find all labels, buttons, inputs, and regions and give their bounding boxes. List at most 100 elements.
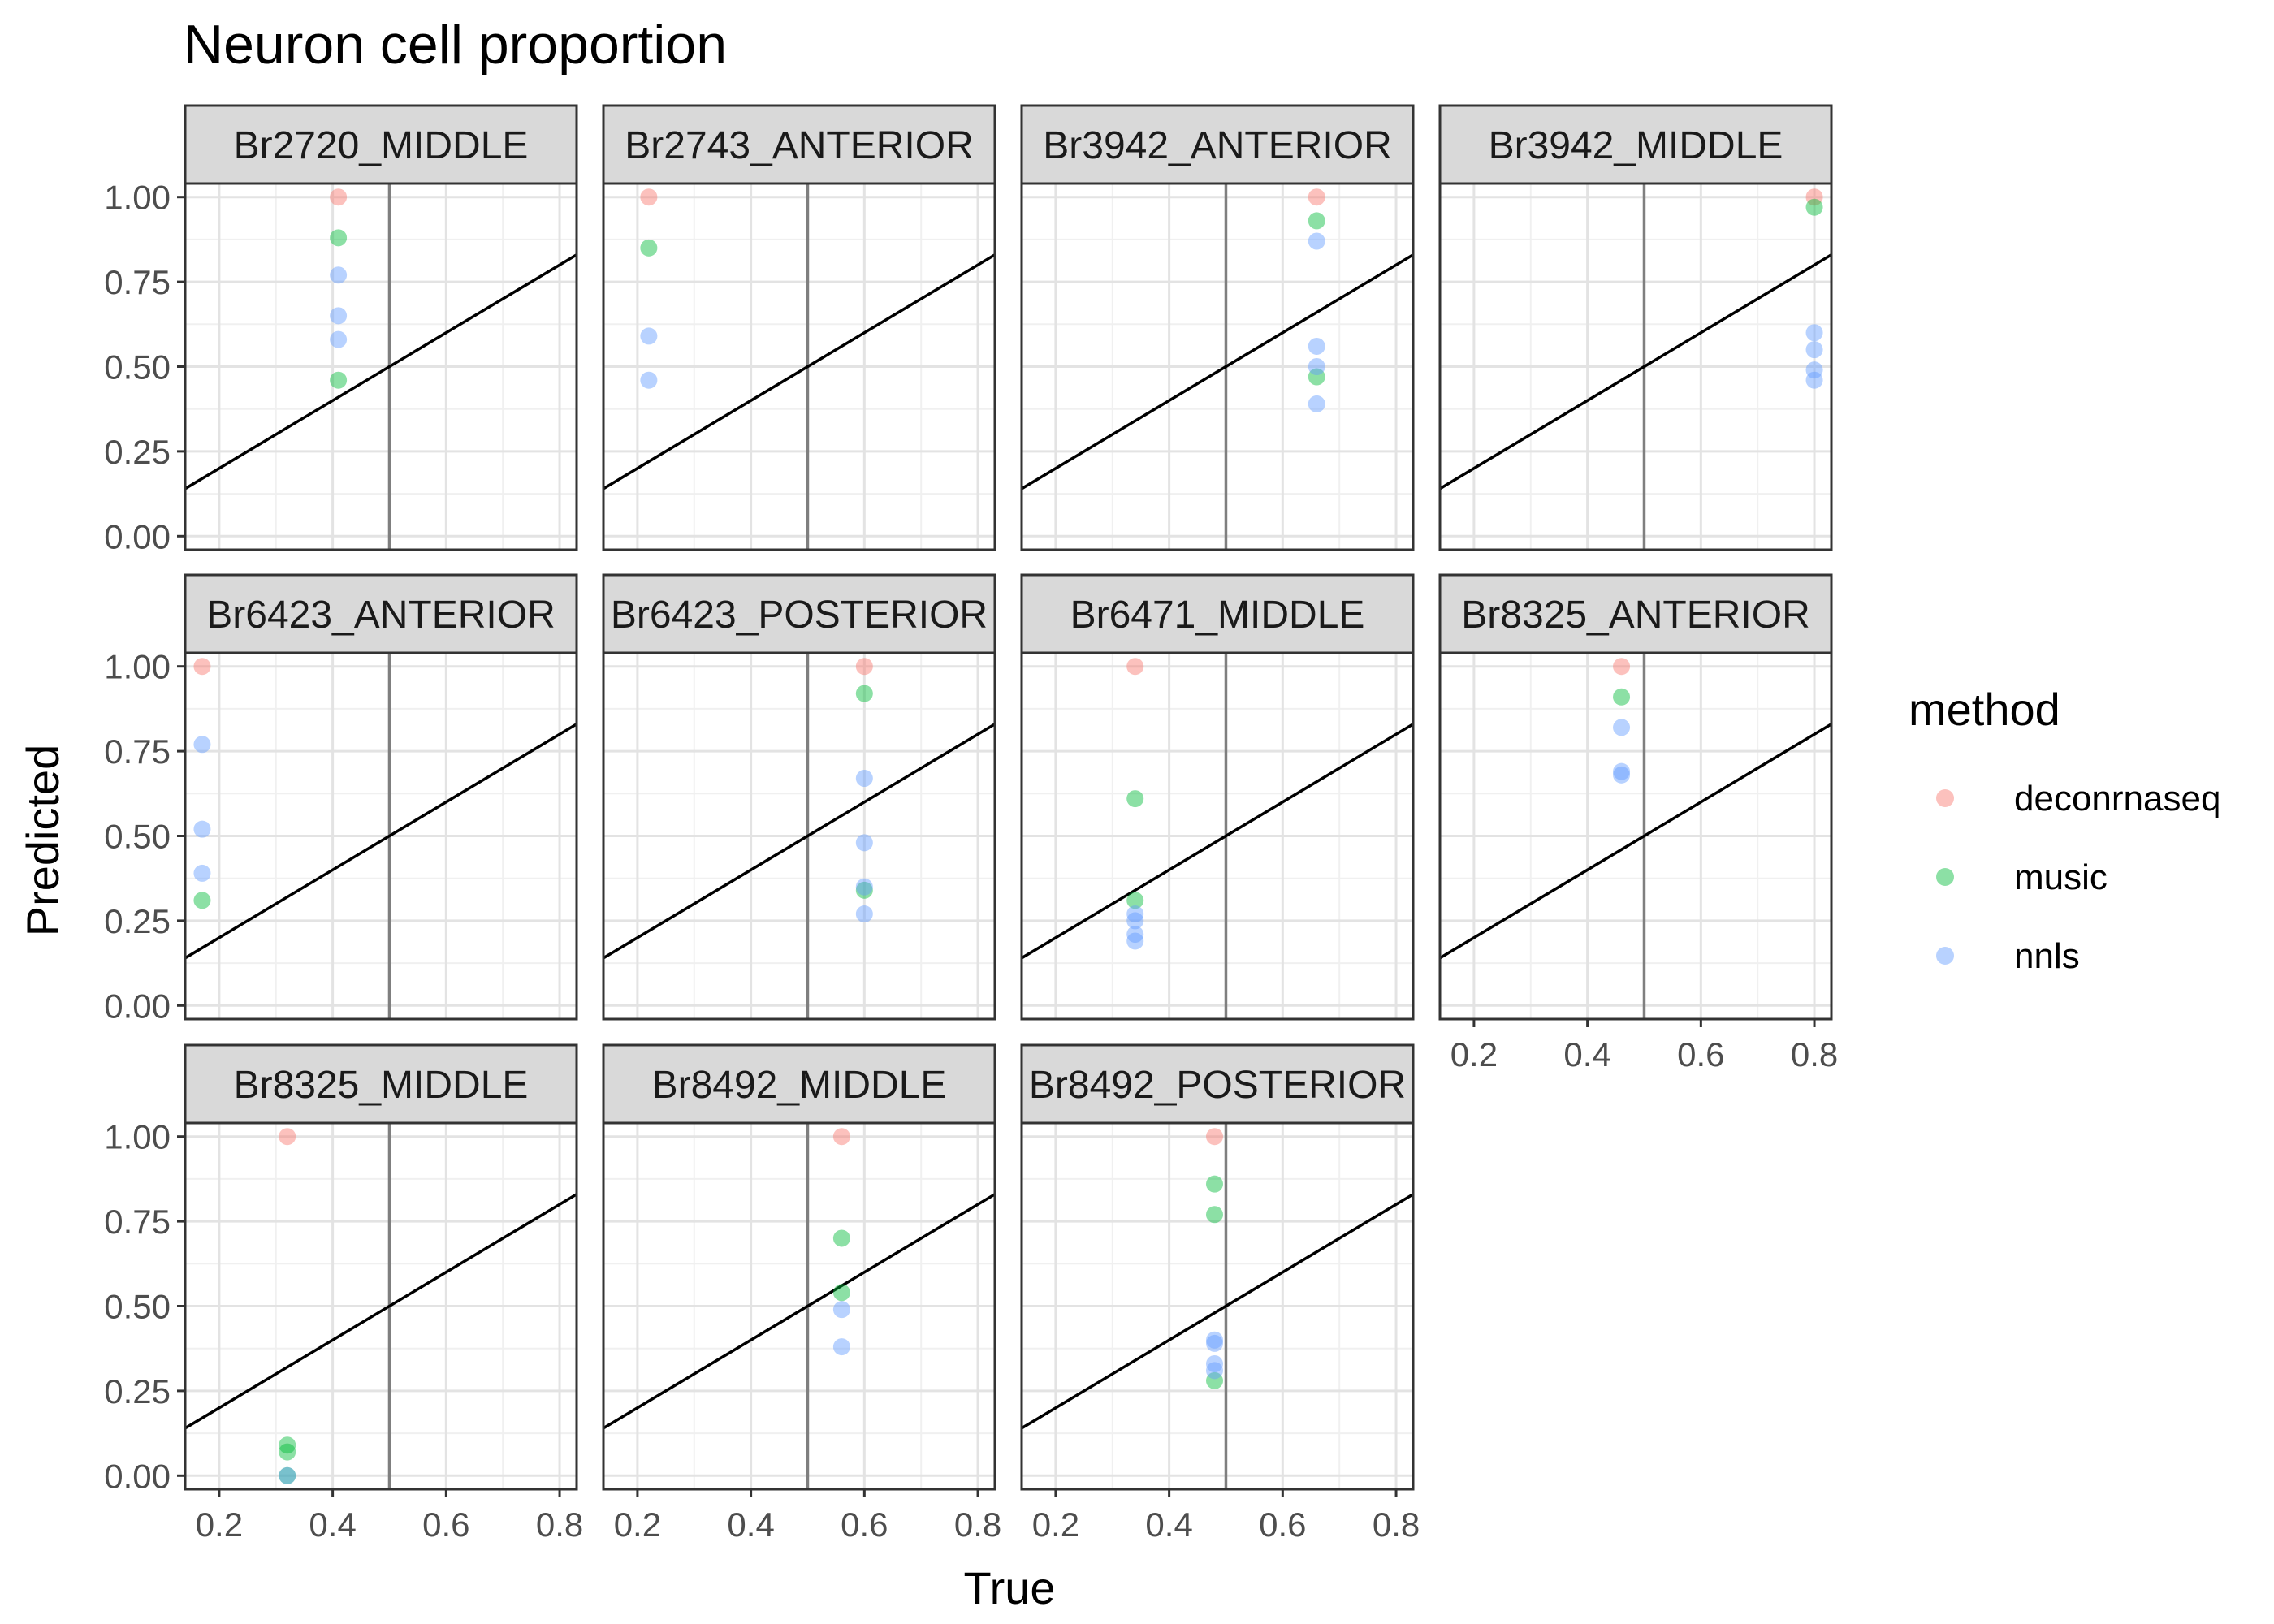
data-point-music [330, 371, 348, 389]
data-point-deconrnaseq [1206, 1128, 1224, 1146]
panel-border [602, 651, 996, 1021]
identity-line [603, 1193, 995, 1430]
data-point-nnls [1206, 1362, 1224, 1380]
plot-area [1440, 184, 1831, 550]
plot-area [185, 653, 577, 1019]
data-point-nnls [1805, 371, 1823, 389]
y-tick-label: 0.50 [104, 818, 171, 856]
data-point-nnls [193, 864, 211, 882]
panel-border [1020, 1121, 1415, 1491]
data-point-nnls [1308, 232, 1325, 250]
data-point-nnls [1805, 324, 1823, 342]
x-tick-label: 0.4 [1145, 1505, 1192, 1544]
facet-label: Br8325_ANTERIOR [1461, 594, 1810, 637]
data-point-music [855, 881, 873, 899]
plot-area [1022, 653, 1413, 1019]
facet-label: Br8492_POSTERIOR [1029, 1064, 1406, 1107]
facet-panel: Br8325_ANTERIOR 0.2 0.4 0.6 0.8 [1438, 573, 1838, 1073]
data-point-music [832, 1284, 850, 1302]
legend-label: music [2014, 857, 2108, 897]
facet-panel: Br2743_ANTERIOR [602, 104, 996, 551]
data-point-nnls [330, 330, 348, 348]
data-point-nnls [855, 770, 873, 788]
facet-panel: Br6423_ANTERIOR 0.00 0.25 0.50 0.75 1.00 [104, 573, 578, 1025]
panel-border [602, 1121, 996, 1491]
plot-area [1022, 1123, 1413, 1489]
data-point-music [193, 892, 211, 909]
plot-area [603, 184, 995, 550]
data-point-deconrnaseq [279, 1128, 296, 1146]
data-point-nnls [330, 266, 348, 284]
data-point-nnls [1805, 341, 1823, 359]
legend-label: deconrnaseq [2014, 779, 2220, 818]
chart-title: Neuron cell proportion [184, 14, 727, 76]
plot-area [1022, 184, 1413, 550]
facet-panel: Br3942_ANTERIOR [1020, 104, 1415, 551]
y-tick-label: 0.00 [104, 987, 171, 1025]
data-point-nnls [640, 327, 658, 345]
x-tick-label: 0.4 [727, 1505, 774, 1544]
y-axis-label: Predicted [17, 745, 68, 937]
legend-item-nnls: nnls [1936, 936, 2080, 976]
facet-strip [602, 104, 996, 185]
data-point-nnls [855, 905, 873, 923]
data-point-music [279, 1466, 296, 1484]
data-point-music [832, 1229, 850, 1247]
x-tick-label: 0.8 [954, 1505, 1001, 1544]
data-point-nnls [640, 371, 658, 389]
facet-strip [184, 104, 578, 185]
data-point-deconrnaseq [1126, 658, 1144, 676]
data-point-nnls [1206, 1334, 1224, 1352]
x-tick-label: 0.8 [1373, 1505, 1420, 1544]
data-point-nnls [855, 834, 873, 852]
identity-line [1022, 1193, 1413, 1430]
identity-line [1022, 253, 1413, 490]
facet-label: Br6471_MIDDLE [1070, 594, 1365, 637]
data-point-nnls [1613, 762, 1631, 780]
panel-border [1438, 651, 1833, 1021]
facet-strip [1020, 573, 1415, 654]
facet-panels: Br2720_MIDDLE 0.00 0.25 0.50 0.75 1.00 Br2743_… [104, 104, 1838, 1544]
facet-strip [1438, 104, 1833, 185]
facet-panel: Br6471_MIDDLE [1020, 573, 1415, 1021]
y-tick-label: 0.25 [104, 433, 171, 471]
data-point-music [1308, 368, 1325, 386]
data-point-deconrnaseq [1805, 188, 1823, 206]
facet-strip [184, 1043, 578, 1125]
identity-line [185, 723, 577, 960]
facet-panel: Br3942_MIDDLE [1438, 104, 1833, 551]
y-tick-label: 0.75 [104, 1203, 171, 1241]
data-point-nnls [832, 1301, 850, 1319]
x-axis-label: True [963, 1562, 1055, 1613]
facet-label: Br3942_MIDDLE [1489, 124, 1783, 167]
x-tick-label: 0.8 [536, 1505, 583, 1544]
x-tick-label: 0.6 [422, 1505, 469, 1544]
data-point-nnls [855, 878, 873, 896]
x-tick-label: 0.2 [196, 1505, 243, 1544]
identity-line [603, 723, 995, 960]
facet-panel: Br2720_MIDDLE 0.00 0.25 0.50 0.75 1.00 [104, 104, 578, 555]
y-tick-label: 1.00 [104, 179, 171, 217]
data-point-music [1126, 790, 1144, 808]
data-point-nnls [1308, 337, 1325, 355]
data-point-music [1126, 892, 1144, 909]
facet-panel: Br6423_POSTERIOR [602, 573, 996, 1021]
data-point-music [640, 239, 658, 257]
y-tick-label: 1.00 [104, 1118, 171, 1156]
y-tick-label: 0.00 [104, 1457, 171, 1495]
data-point-music [855, 685, 873, 702]
plot-area [185, 184, 577, 550]
data-point-music [279, 1443, 296, 1461]
data-point-nnls [1126, 932, 1144, 950]
legend-key-deconrnaseq [1936, 789, 1954, 807]
plot-area [185, 1123, 577, 1489]
x-tick-label: 0.6 [1259, 1505, 1306, 1544]
x-tick-label: 0.6 [1677, 1035, 1724, 1073]
legend-item-deconrnaseq: deconrnaseq [1936, 779, 2220, 818]
data-point-music [1206, 1371, 1224, 1389]
data-point-nnls [1126, 905, 1144, 923]
identity-line [603, 253, 995, 490]
legend-title: method [1909, 684, 2060, 735]
data-point-nnls [832, 1338, 850, 1356]
